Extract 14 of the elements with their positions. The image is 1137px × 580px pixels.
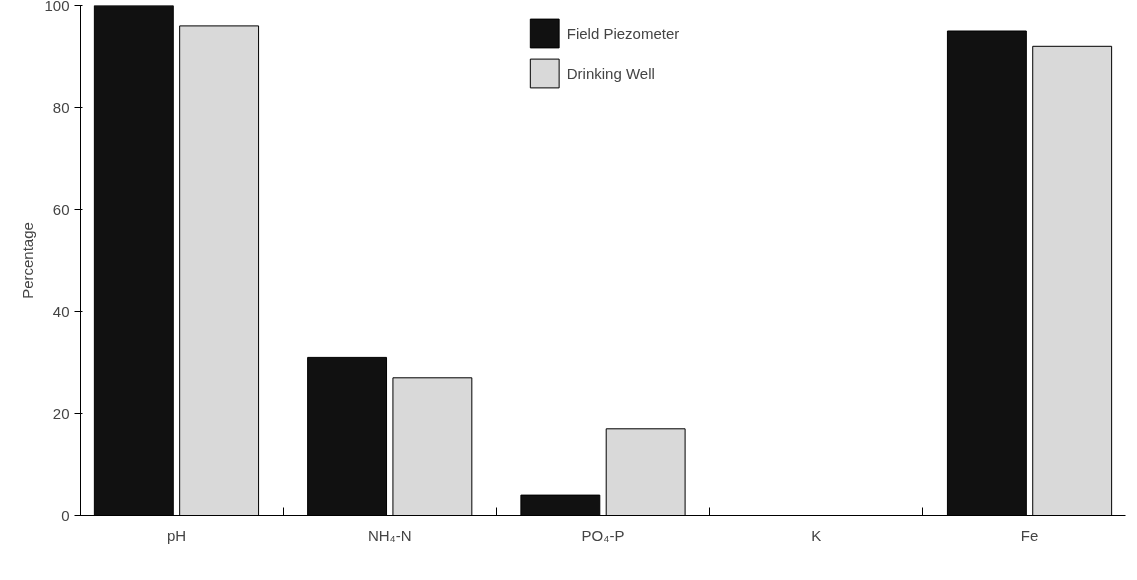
y-tick-label: 60 bbox=[52, 200, 70, 218]
y-tick-label: 40 bbox=[52, 302, 70, 320]
y-tick-label: 20 bbox=[52, 404, 70, 422]
y-tick-label: 80 bbox=[52, 98, 70, 116]
x-tick-label: pH bbox=[166, 526, 187, 544]
x-tick-label: Fe bbox=[1020, 526, 1039, 544]
legend-label: Field Piezometer bbox=[566, 24, 680, 42]
x-tick-label: K bbox=[811, 526, 822, 544]
x-tick-label: PO₄-P bbox=[581, 526, 625, 544]
x-tick-label: NH₄-N bbox=[367, 526, 412, 544]
y-tick-label: 100 bbox=[44, 0, 70, 14]
y-axis-title: Percentage bbox=[19, 222, 37, 299]
legend-label: Drinking Well bbox=[566, 64, 655, 82]
y-tick-label: 0 bbox=[61, 506, 70, 524]
